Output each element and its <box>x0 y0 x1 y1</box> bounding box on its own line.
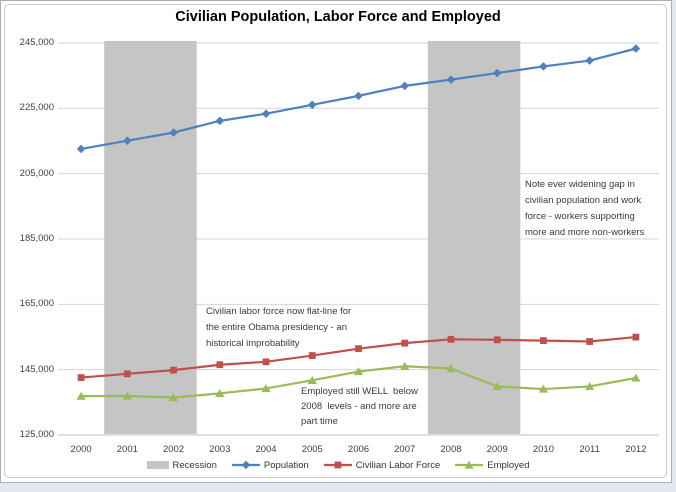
x-axis-tick-label: 2003 <box>209 444 231 455</box>
y-axis-tick-label: 145,000 <box>19 363 54 375</box>
legend-triangle <box>464 460 474 469</box>
x-axis-tick-label: 2009 <box>486 444 508 455</box>
x-axis-tick-label: 2005 <box>301 444 323 455</box>
y-axis-tick-label: 185,000 <box>19 233 54 244</box>
x-axis-tick-label: 2000 <box>70 444 92 455</box>
x-axis-tick-label: 2008 <box>440 444 462 455</box>
x-axis-tick-label: 2010 <box>532 444 554 455</box>
legend-item-population: Population <box>231 459 309 471</box>
annotation-population-gap: Note ever widening gap in civilian popul… <box>525 179 645 238</box>
legend-label-labor-force: Civilian Labor Force <box>355 459 441 471</box>
population-diamond-icon <box>231 459 260 471</box>
annotation-labor-force-flatline: Civilian labor force now flat-line for t… <box>206 306 352 349</box>
x-axis-tick-label: 2004 <box>255 444 277 455</box>
labor-force-square-icon <box>323 459 352 471</box>
legend-square <box>334 461 342 469</box>
y-axis-tick-label: 205,000 <box>19 167 54 179</box>
x-axis-tick-label: 2001 <box>116 444 138 455</box>
legend-item-employed: Employed <box>455 459 530 471</box>
legend-item-labor-force: Civilian Labor Force <box>323 459 441 471</box>
y-axis-tick-label: 125,000 <box>19 429 54 440</box>
legend: Recession Population Civilian Labor Forc… <box>0 459 676 471</box>
chart-title: Civilian Population, Labor Force and Emp… <box>175 9 501 25</box>
employed-triangle-icon <box>455 459 484 471</box>
y-axis-tick-label: 245,000 <box>19 37 54 48</box>
legend-label-employed: Employed <box>487 459 530 471</box>
x-axis-tick-label: 2011 <box>579 444 600 455</box>
legend-label-recession: Recession <box>172 459 217 471</box>
x-axis-tick-label: 2007 <box>394 444 416 455</box>
x-axis-tick-label: 2012 <box>625 444 647 455</box>
annotation-employed-below-2008: Employed still WELL below 2008 levels - … <box>301 386 418 427</box>
legend-item-recession: Recession <box>146 459 217 471</box>
legend-diamond <box>241 460 251 470</box>
x-axis-tick-label: 2006 <box>347 444 370 455</box>
y-axis-tick-label: 165,000 <box>19 298 54 310</box>
legend-label-population: Population <box>263 459 309 471</box>
x-axis-tick-label: 2002 <box>162 444 185 455</box>
y-axis-tick-label: 225,000 <box>19 102 54 114</box>
recession-swatch-icon <box>146 461 169 469</box>
